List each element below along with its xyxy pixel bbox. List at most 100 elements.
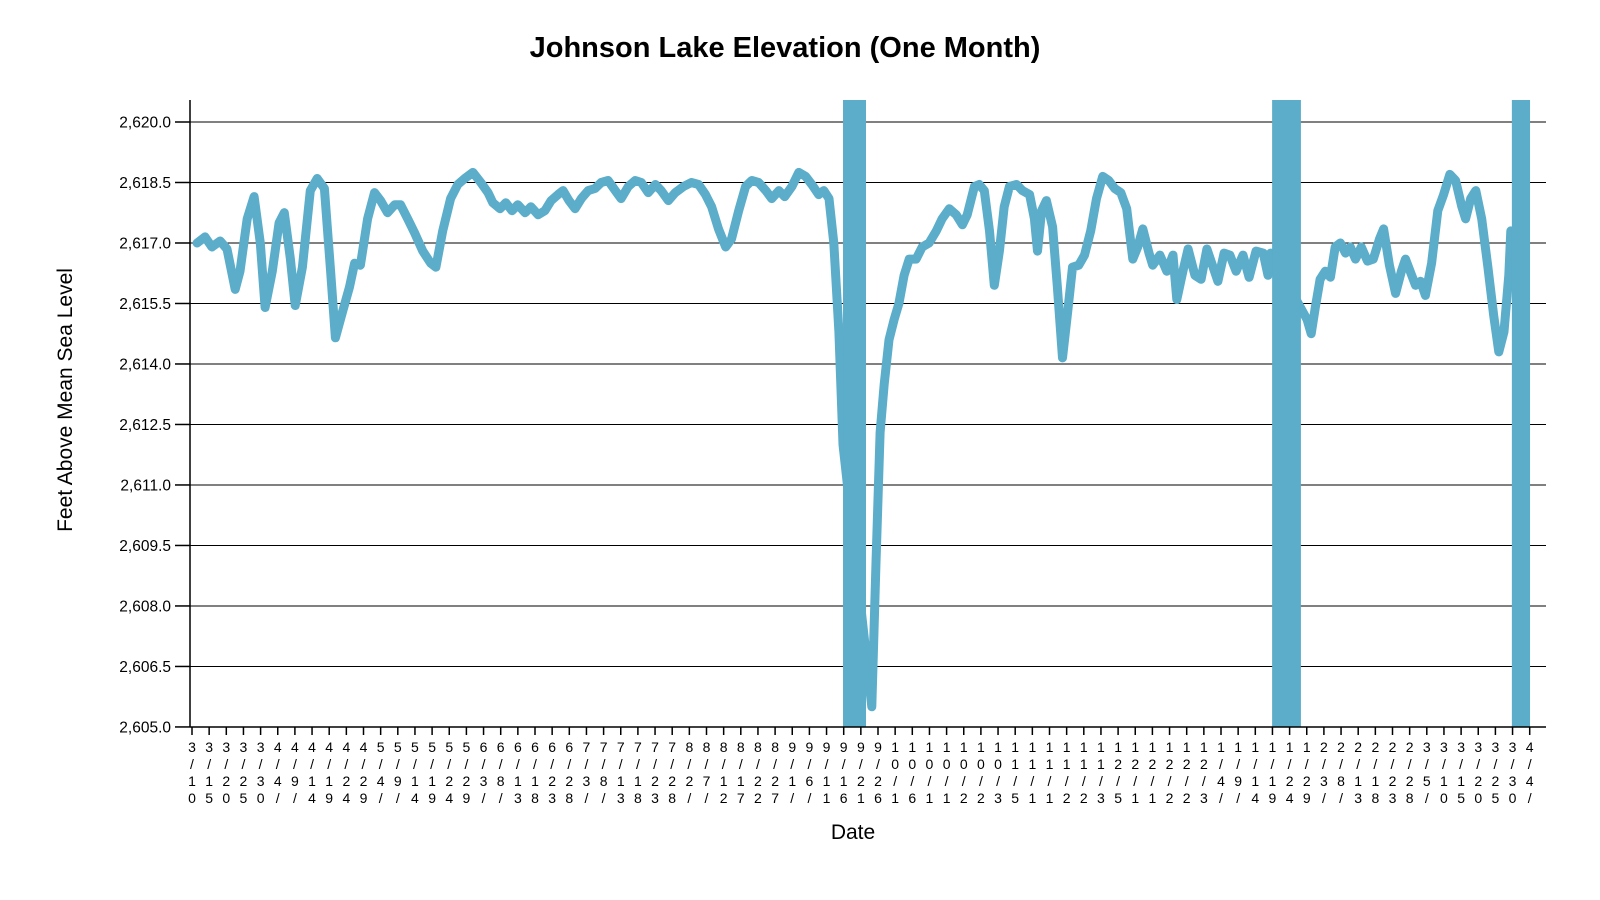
y-tick-labels: 2,620.0 2,618.5 2,617.0 2,615.5 2,614.0 2,612… bbox=[119, 115, 190, 736]
x-tick-label: 6/2 3 bbox=[548, 739, 556, 806]
x-tick-label: 3/2 5 bbox=[240, 739, 248, 806]
y-tick-label: 2,605.0 bbox=[119, 719, 171, 736]
y-tick-label: 2,620.0 bbox=[119, 115, 171, 132]
x-tick-label: 7/3/ bbox=[583, 739, 591, 806]
x-tick-label: 5/2 9 bbox=[463, 739, 471, 806]
chart-title: Johnson Lake Elevation (One Month) bbox=[530, 32, 1041, 64]
x-tick-label: 6/1 3 bbox=[514, 739, 522, 806]
x-tick-label: 1 1/3 bbox=[1097, 739, 1105, 806]
y-tick-label: 2,614.0 bbox=[119, 356, 171, 373]
x-tick-label: 4/2 9 bbox=[360, 739, 368, 806]
x-axis-title: Date bbox=[831, 821, 875, 844]
x-tick-label: 7/1 8 bbox=[634, 739, 642, 806]
x-tick-label: 3/2 0 bbox=[222, 739, 230, 806]
x-tick-label: 3/3 0 bbox=[1509, 739, 1517, 806]
x-tick-label: 3/5/ bbox=[1423, 739, 1431, 806]
x-tick-label: 6/8/ bbox=[497, 739, 505, 806]
x-tick-label: 8/1 2 bbox=[720, 739, 728, 806]
x-tick-label: 4/1 4 bbox=[308, 739, 316, 806]
x-tick-label: 1/2 4 bbox=[1286, 739, 1294, 806]
x-tick-label: 5/4/ bbox=[377, 739, 385, 806]
x-tick-label: 1 2/2 bbox=[1183, 739, 1191, 806]
y-tick-label: 2,612.5 bbox=[119, 417, 171, 434]
x-tick-label: 7/1 3 bbox=[617, 739, 625, 806]
y-tick-label: 2,606.5 bbox=[119, 659, 171, 676]
x-tick-label: 1 0/6 bbox=[908, 739, 916, 806]
x-tick-label: 3/2 5 bbox=[1492, 739, 1500, 806]
x-tick-label: 2/3/ bbox=[1320, 739, 1328, 806]
y-axis-title: Feet Above Mean Sea Level bbox=[54, 268, 77, 532]
x-tick-label: 9/1 6 bbox=[840, 739, 848, 806]
x-tick-label: 8/2 2 bbox=[754, 739, 762, 806]
x-tick-label: 9/2 6 bbox=[874, 739, 882, 806]
x-tick-label: 5/1 9 bbox=[428, 739, 436, 806]
x-tick-label: 1 0/2 bbox=[960, 739, 968, 806]
x-tick-label: 9/1/ bbox=[788, 739, 796, 806]
x-tick-label: 1 2/5 bbox=[1114, 739, 1122, 806]
x-tick-label: 6/3/ bbox=[480, 739, 488, 806]
dropout-spike-bar bbox=[843, 100, 866, 727]
x-tick-label: 2/1 8 bbox=[1371, 739, 1379, 806]
x-tick-label: 1 2/1 bbox=[1149, 739, 1157, 806]
x-tick-label: 2/2 8 bbox=[1406, 739, 1414, 806]
dropout-spike-bar bbox=[1272, 100, 1301, 727]
x-tick-labels: 3/1 0 3/1 5 3/2 0 3/2 5 3/3 0 4/4/4/9/4/1 4 4/1 9 4/2 4… bbox=[188, 727, 1534, 806]
x-tick-label: 2/8/ bbox=[1337, 739, 1345, 806]
x-tick-label: 9/1 1 bbox=[823, 739, 831, 806]
x-tick-label: 5/9/ bbox=[394, 739, 402, 806]
x-tick-label: 1 0/1 bbox=[891, 739, 899, 806]
x-tick-label: 1 1/1 bbox=[1046, 739, 1054, 806]
x-tick-label: 4/4/ bbox=[274, 739, 282, 806]
x-tick-label: 1/1 4 bbox=[1251, 739, 1259, 806]
x-tick-label: 1 1/2 bbox=[1063, 739, 1071, 806]
x-tick-label: 4/1 9 bbox=[325, 739, 333, 806]
y-tick-label: 2,608.0 bbox=[119, 598, 171, 615]
x-tick-label: 3/1 0 bbox=[1440, 739, 1448, 806]
y-tick-label: 2,611.0 bbox=[120, 477, 171, 494]
x-tick-label: 1/4/ bbox=[1217, 739, 1225, 806]
x-tick-label: 9/2 1 bbox=[857, 739, 865, 806]
x-tick-label: 4/2 4 bbox=[342, 739, 350, 806]
x-tick-label: 1/1 9 bbox=[1269, 739, 1277, 806]
x-tick-label: 4/9/ bbox=[291, 739, 299, 806]
x-tick-label: 8/7/ bbox=[703, 739, 711, 806]
x-tick-label: 1 1/5 bbox=[1011, 739, 1019, 806]
x-tick-label: 5/2 4 bbox=[445, 739, 453, 806]
x-tick-label: 1 2/1 bbox=[1131, 739, 1139, 806]
x-tick-label: 1 0/3 bbox=[994, 739, 1002, 806]
x-tick-label: 8/2 7 bbox=[771, 739, 779, 806]
y-tick-label: 2,609.5 bbox=[119, 538, 171, 555]
x-tick-label: 1/2 9 bbox=[1303, 739, 1311, 806]
x-tick-label: 3/3 0 bbox=[257, 739, 265, 806]
x-tick-label: 5/1 4 bbox=[411, 739, 419, 806]
x-tick-label: 4/4/ bbox=[1526, 739, 1534, 806]
x-tick-label: 2/2 3 bbox=[1389, 739, 1397, 806]
x-tick-label: 2/1 3 bbox=[1354, 739, 1362, 806]
y-tick-label: 2,615.5 bbox=[119, 296, 171, 313]
x-tick-label: 6/1 8 bbox=[531, 739, 539, 806]
x-tick-label: 7/8/ bbox=[600, 739, 608, 806]
x-tick-label: 1/9/ bbox=[1234, 739, 1242, 806]
x-tick-label: 8/1 7 bbox=[737, 739, 745, 806]
x-tick-label: 1 1/2 bbox=[1080, 739, 1088, 806]
y-tick-label: 2,617.0 bbox=[119, 235, 171, 252]
x-tick-label: 3/1 5 bbox=[205, 739, 213, 806]
x-tick-label: 1 1/1 bbox=[1028, 739, 1036, 806]
x-tick-label: 3/2 0 bbox=[1474, 739, 1482, 806]
x-tick-label: 7/2 8 bbox=[668, 739, 676, 806]
x-tick-label: 1 0/2 bbox=[977, 739, 985, 806]
x-tick-label: 7/2 3 bbox=[651, 739, 659, 806]
dropout-spike-bar bbox=[1511, 100, 1531, 727]
x-tick-label: 1 2/3 bbox=[1200, 739, 1208, 806]
x-tick-label: 1 0/1 bbox=[943, 739, 951, 806]
y-tick-label: 2,618.5 bbox=[119, 175, 171, 192]
x-tick-label: 1 2/2 bbox=[1166, 739, 1174, 806]
x-tick-label: 9/6/ bbox=[806, 739, 814, 806]
x-tick-label: 6/2 8 bbox=[565, 739, 573, 806]
x-tick-label: 8/2/ bbox=[685, 739, 693, 806]
data-series bbox=[192, 100, 1531, 727]
x-tick-label: 3/1 0 bbox=[188, 739, 196, 806]
elevation-line bbox=[192, 167, 1516, 712]
